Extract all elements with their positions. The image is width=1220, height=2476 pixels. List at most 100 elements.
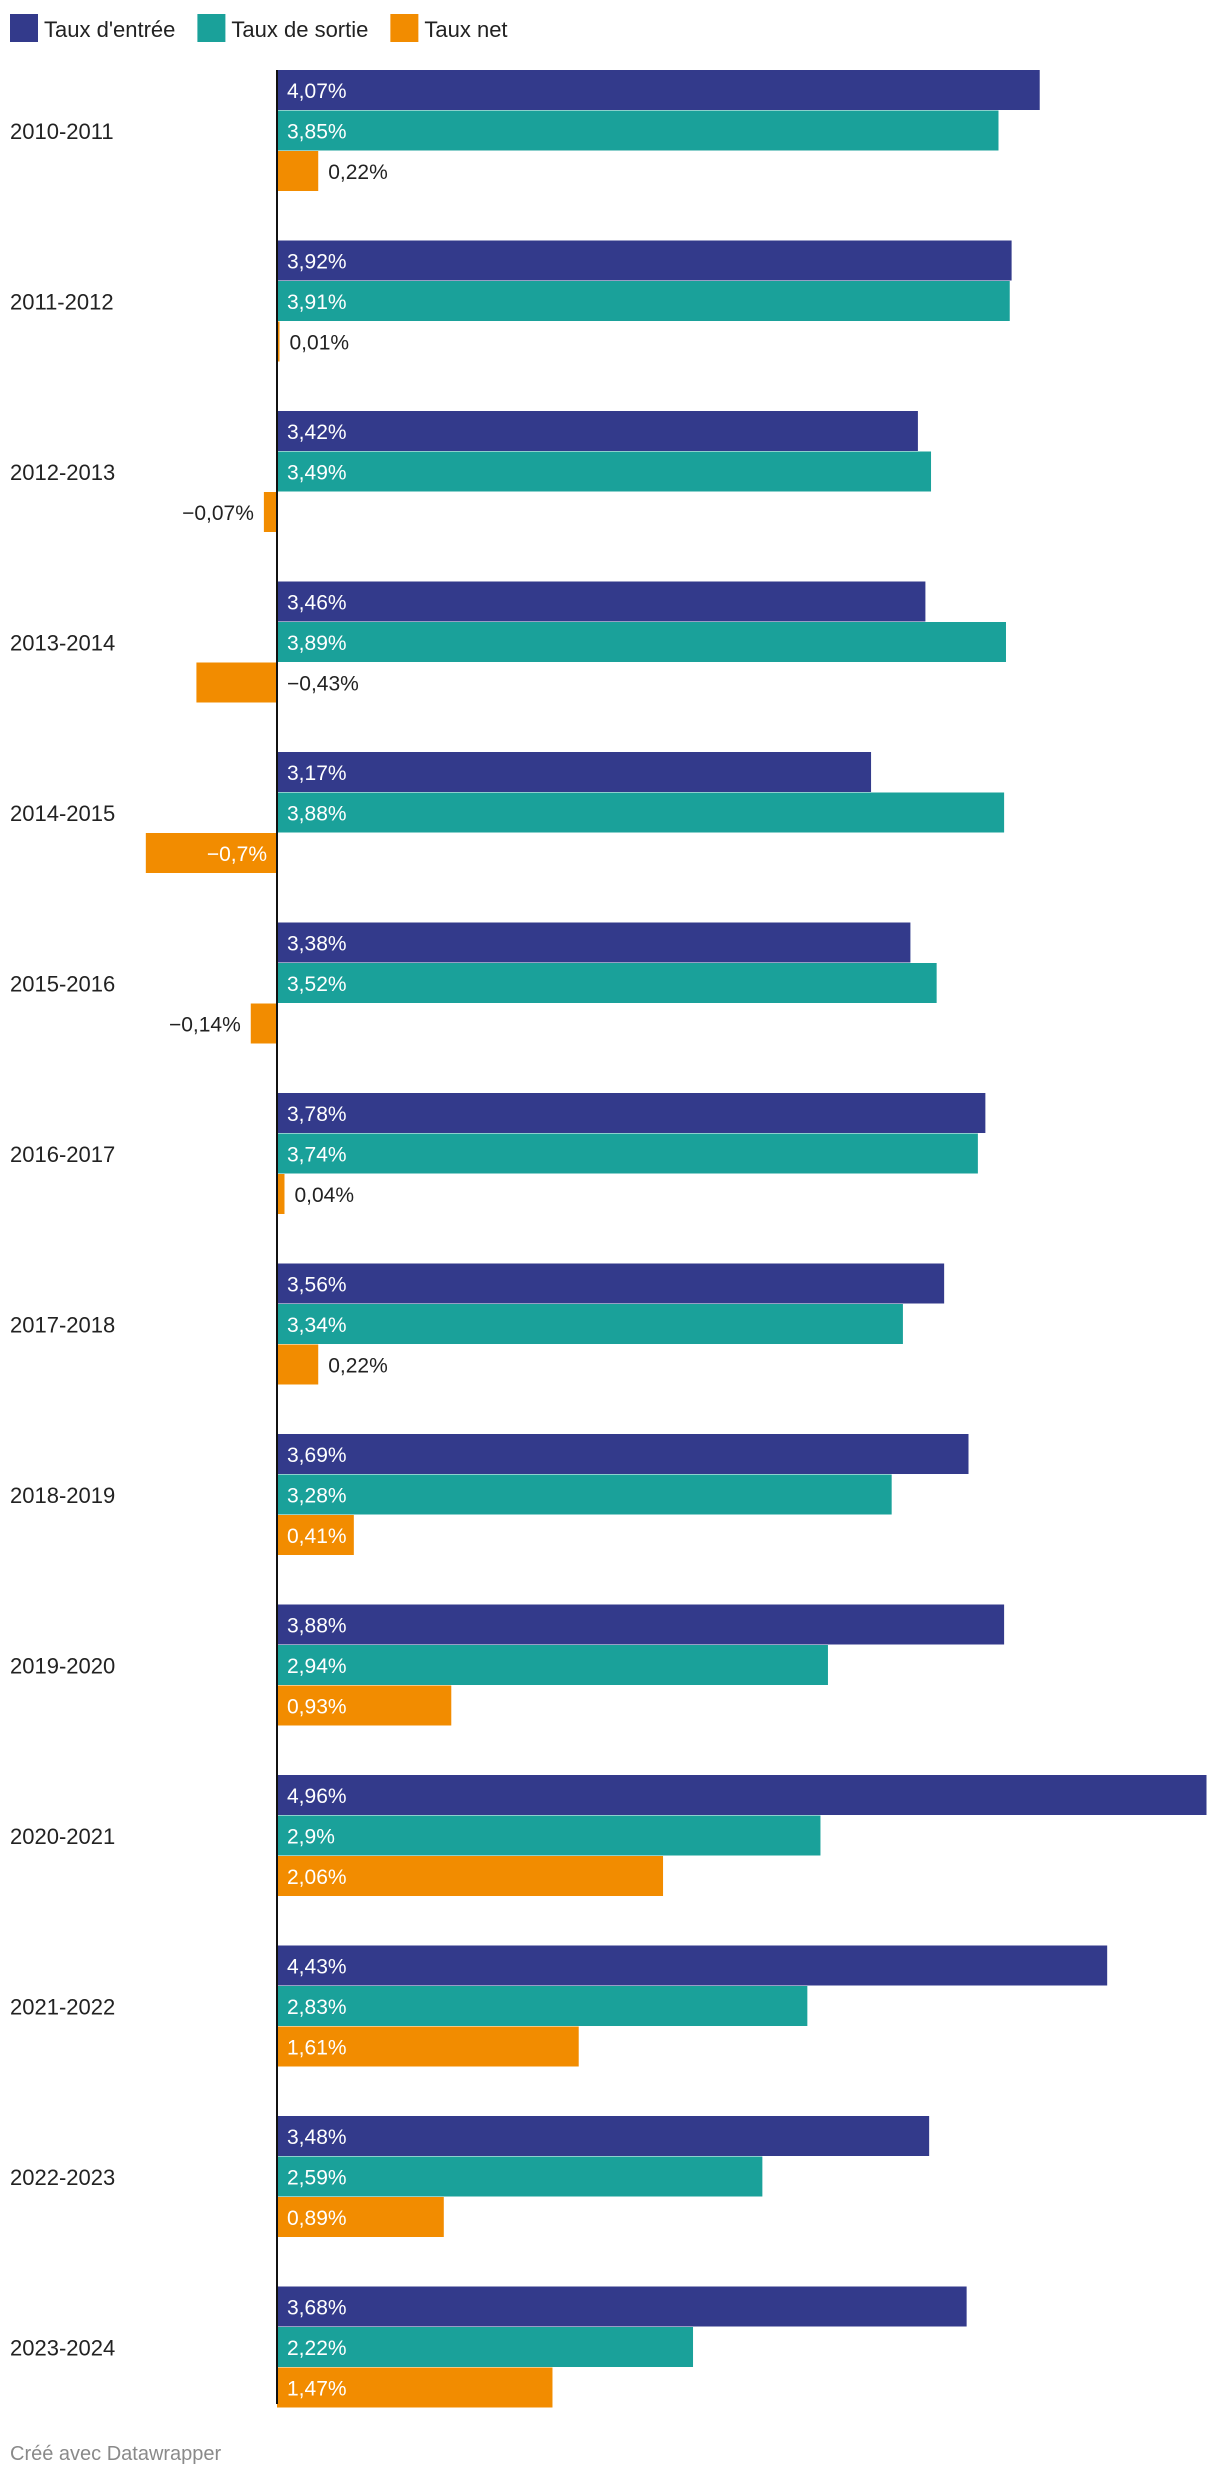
bar-taux-net (277, 1685, 452, 1726)
bar-taux-de-sortie (277, 1986, 808, 2026)
category-label: 2019-2020 (10, 1653, 115, 1678)
bar-taux-de-sortie (277, 2156, 763, 2197)
category-label: 2018-2019 (10, 1483, 115, 1508)
bar-taux-de-sortie (277, 281, 1010, 321)
data-label: 3,46% (287, 592, 347, 615)
data-label: 3,88% (287, 803, 347, 826)
bar-taux-d-entr-e (277, 581, 926, 622)
category-label: 2022-2023 (10, 2165, 115, 2190)
data-label: 2,06% (287, 1866, 347, 1889)
data-label: 2,94% (287, 1655, 347, 1678)
bar-taux-d-entr-e (277, 70, 1040, 110)
data-label: 3,48% (287, 2126, 347, 2149)
bar-taux-de-sortie (277, 1645, 828, 1685)
data-label: 0,04% (294, 1184, 354, 1207)
bar-taux-net (277, 1856, 664, 1896)
data-label: 4,07% (287, 80, 347, 103)
data-label: 3,52% (287, 973, 347, 996)
category-labels: 2010-2011 2011-2012 2012-2013 2013-2014 2014… (10, 119, 115, 2361)
bar-taux-net (277, 151, 319, 191)
bar-taux-d-entr-e (277, 1604, 1005, 1645)
category-label: 2020-2021 (10, 1824, 115, 1849)
legend-swatch-taux-d-entr-e (10, 14, 38, 42)
data-label: 3,74% (287, 1144, 347, 1167)
data-label: 4,96% (287, 1785, 347, 1808)
bar-taux-net (277, 1344, 319, 1385)
legend: Taux d'entrée Taux de sortie Taux net (10, 14, 508, 42)
data-label: 3,89% (287, 632, 347, 655)
bar-taux-de-sortie (277, 792, 1005, 833)
data-label: 3,28% (287, 1485, 347, 1508)
bar-taux-de-sortie (277, 2327, 694, 2367)
bar-taux-net (277, 2197, 444, 2237)
category-label: 2017-2018 (10, 1312, 115, 1337)
data-label: 3,49% (287, 462, 347, 485)
data-label: 3,68% (287, 2297, 347, 2320)
bar-taux-de-sortie (277, 1133, 978, 1174)
legend-label-taux-de-sortie: Taux de sortie (231, 17, 368, 42)
category-label: 2014-2015 (10, 801, 115, 826)
bar-taux-d-entr-e (277, 922, 911, 963)
bar-taux-d-entr-e (277, 1945, 1108, 1986)
data-label: 3,91% (287, 291, 347, 314)
data-label: 2,9% (287, 1826, 335, 1849)
data-label: 3,17% (287, 762, 347, 785)
data-label: 0,93% (287, 1696, 347, 1719)
footer-credit: Créé avec Datawrapper (10, 2443, 222, 2465)
bar-taux-de-sortie (277, 110, 999, 151)
bar-taux-net (196, 662, 277, 703)
value-labels: 4,07% 3,85% 0,22% 3,92% 3,91% 0,01% 3,42% 3,49%… (169, 80, 388, 2401)
data-label: 3,78% (287, 1103, 347, 1126)
data-label: 4,43% (287, 1956, 347, 1979)
data-label: 3,38% (287, 933, 347, 956)
category-label: 2021-2022 (10, 1994, 115, 2019)
bar-taux-de-sortie (277, 1474, 892, 1515)
legend-swatch-taux-net (390, 14, 419, 42)
data-label: 1,47% (287, 2378, 347, 2401)
bar-taux-net (277, 2026, 579, 2067)
category-label: 2013-2014 (10, 630, 115, 655)
bar-taux-net (277, 2367, 553, 2408)
data-label: 3,88% (287, 1615, 347, 1638)
category-label: 2023-2024 (10, 2335, 115, 2360)
legend-label-taux-d-entr-e: Taux d'entrée (44, 17, 175, 42)
data-label: 3,42% (287, 421, 347, 444)
category-label: 2011-2012 (10, 289, 114, 314)
bar-taux-d-entr-e (277, 2286, 967, 2327)
data-label: −0,07% (182, 502, 254, 525)
data-label: 3,85% (287, 121, 347, 144)
data-label: 3,92% (287, 251, 347, 274)
data-label: 0,41% (287, 1525, 347, 1548)
bar-taux-d-entr-e (277, 2116, 930, 2156)
data-label: 3,56% (287, 1274, 347, 1297)
category-label: 2015-2016 (10, 971, 115, 996)
bar-taux-de-sortie (277, 1304, 903, 1344)
bar-taux-d-entr-e (277, 411, 918, 451)
bars (145, 70, 1207, 2408)
category-label: 2010-2011 (10, 119, 114, 144)
data-label: 2,83% (287, 1996, 347, 2019)
category-label: 2012-2013 (10, 460, 115, 485)
bar-taux-net (263, 492, 277, 532)
category-label: 2016-2017 (10, 1142, 115, 1167)
bar-taux-net (250, 1003, 277, 1044)
data-label: 2,59% (287, 2167, 347, 2190)
bar-taux-net (145, 833, 277, 873)
data-label: 0,89% (287, 2207, 347, 2230)
legend-label-taux-net: Taux net (424, 17, 507, 42)
bar-taux-net (277, 1174, 285, 1214)
bar-taux-d-entr-e (277, 1263, 945, 1304)
bar-taux-de-sortie (277, 1815, 821, 1856)
data-label: −0,7% (207, 843, 267, 866)
bar-taux-d-entr-e (277, 240, 1012, 281)
bar-taux-d-entr-e (277, 752, 872, 792)
data-label: 3,69% (287, 1444, 347, 1467)
bar-taux-d-entr-e (277, 1093, 986, 1133)
data-label: 0,22% (328, 161, 388, 184)
data-label: 0,01% (290, 332, 350, 355)
bar-taux-de-sortie (277, 622, 1006, 662)
bar-taux-net (277, 1515, 354, 1555)
data-label: 3,34% (287, 1314, 347, 1337)
legend-swatch-taux-de-sortie (197, 14, 226, 42)
